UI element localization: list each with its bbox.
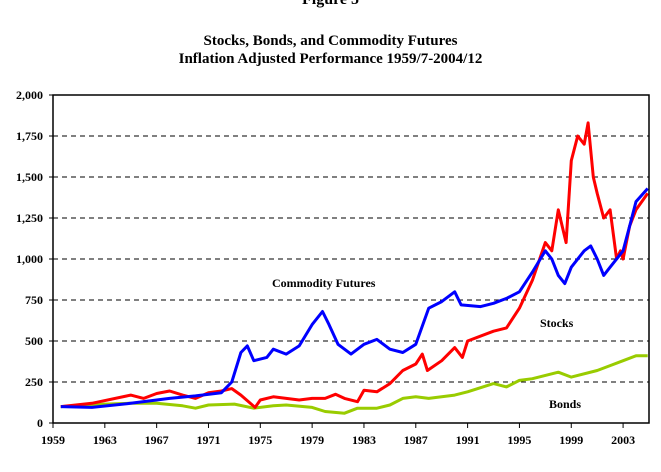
y-tick-label: 500	[25, 334, 43, 348]
y-tick-label: 1,250	[16, 211, 43, 225]
x-tick-label: 1995	[507, 433, 531, 447]
x-tick-label: 1991	[456, 433, 480, 447]
figure-label: Figure 5	[0, 0, 661, 9]
series-label: Bonds	[549, 397, 581, 411]
series-label: Commodity Futures	[272, 276, 376, 290]
y-tick-label: 2,000	[16, 88, 43, 102]
x-tick-label: 1999	[559, 433, 583, 447]
series-line-commodity-futures	[60, 187, 649, 409]
y-tick-label: 0	[37, 416, 43, 430]
chart-title: Stocks, Bonds, and Commodity Futures	[203, 33, 458, 49]
series-line-stocks	[60, 121, 649, 409]
x-tick-label: 1971	[196, 433, 220, 447]
x-tick-label: 1963	[93, 433, 117, 447]
plot-frame	[52, 94, 650, 424]
y-tick-label: 750	[25, 293, 43, 307]
series-label: Stocks	[540, 316, 574, 330]
x-tick-label: 1979	[300, 433, 324, 447]
x-tick-label: 1967	[145, 433, 169, 447]
x-tick-label: 1975	[248, 433, 272, 447]
y-tick-label: 250	[25, 375, 43, 389]
y-tick-label: 1,500	[16, 170, 43, 184]
series-line-bonds	[60, 354, 648, 415]
x-tick-label: 2003	[611, 433, 635, 447]
x-tick-label: 1959	[41, 433, 65, 447]
x-tick-label: 1987	[404, 433, 428, 447]
x-tick-label: 1983	[352, 433, 376, 447]
chart-subtitle: Inflation Adjusted Performance 1959/7-20…	[178, 51, 483, 67]
y-tick-label: 1,000	[16, 252, 43, 266]
y-tick-label: 1,750	[16, 129, 43, 143]
